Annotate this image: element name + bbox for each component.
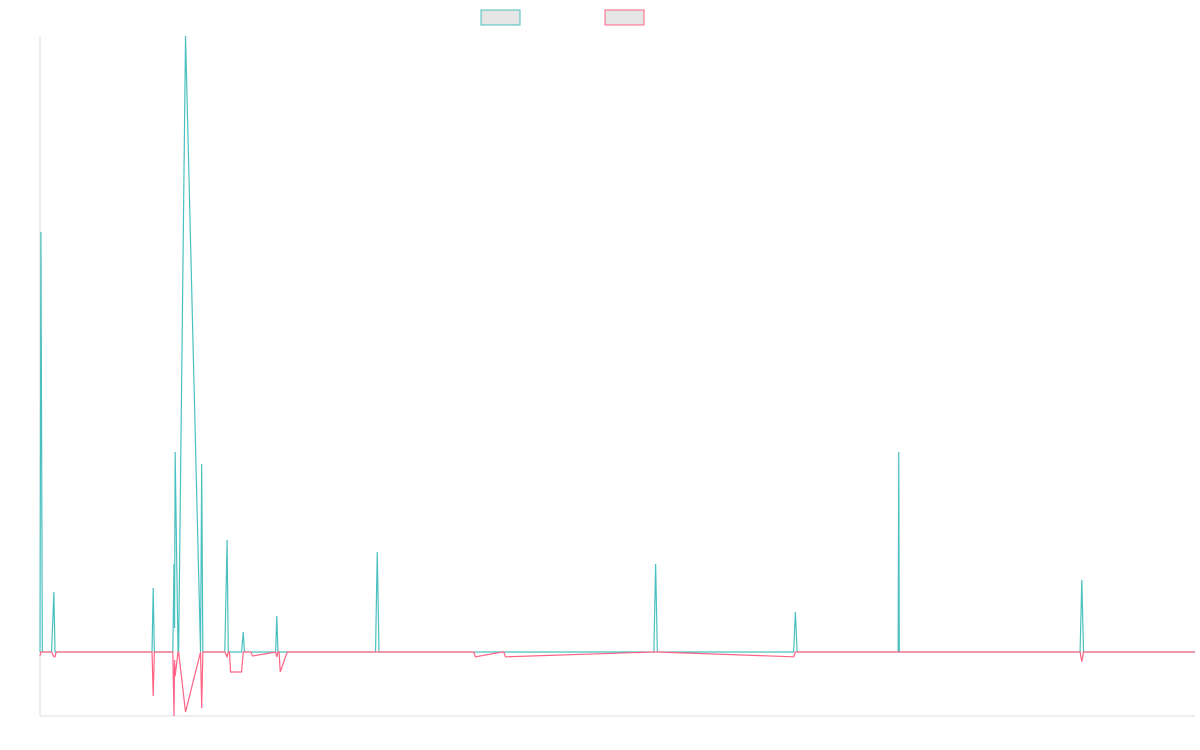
series-group <box>39 35 1195 717</box>
series-2-line <box>39 651 1195 717</box>
legend-swatch-series-2[interactable] <box>604 9 645 26</box>
legend-swatch-series-1[interactable] <box>480 9 521 26</box>
axes <box>39 36 1195 717</box>
series-1-line <box>39 35 1195 653</box>
legend <box>480 9 645 26</box>
